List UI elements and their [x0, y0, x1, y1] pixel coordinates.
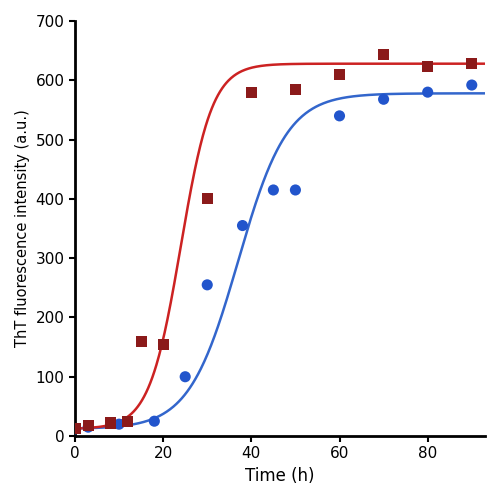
- X-axis label: Time (h): Time (h): [245, 467, 314, 485]
- Point: [270, 186, 278, 194]
- Point: [292, 186, 300, 194]
- Point: [292, 85, 300, 93]
- Point: [248, 88, 256, 96]
- Point: [106, 419, 114, 427]
- Point: [238, 222, 246, 230]
- Point: [203, 195, 211, 203]
- Point: [336, 112, 344, 120]
- Point: [468, 81, 476, 89]
- Point: [468, 60, 476, 68]
- Point: [424, 88, 432, 96]
- Point: [336, 70, 344, 78]
- Point: [159, 340, 167, 348]
- Point: [380, 51, 388, 59]
- Point: [203, 281, 211, 289]
- Point: [150, 417, 158, 425]
- Point: [181, 372, 189, 380]
- Point: [124, 417, 132, 425]
- Point: [71, 425, 79, 433]
- Point: [84, 422, 92, 430]
- Point: [380, 96, 388, 104]
- Point: [115, 420, 123, 428]
- Point: [137, 337, 145, 345]
- Point: [424, 62, 432, 70]
- Y-axis label: ThT fluorescence intensity (a.u.): ThT fluorescence intensity (a.u.): [15, 110, 30, 348]
- Point: [71, 425, 79, 433]
- Point: [84, 423, 92, 431]
